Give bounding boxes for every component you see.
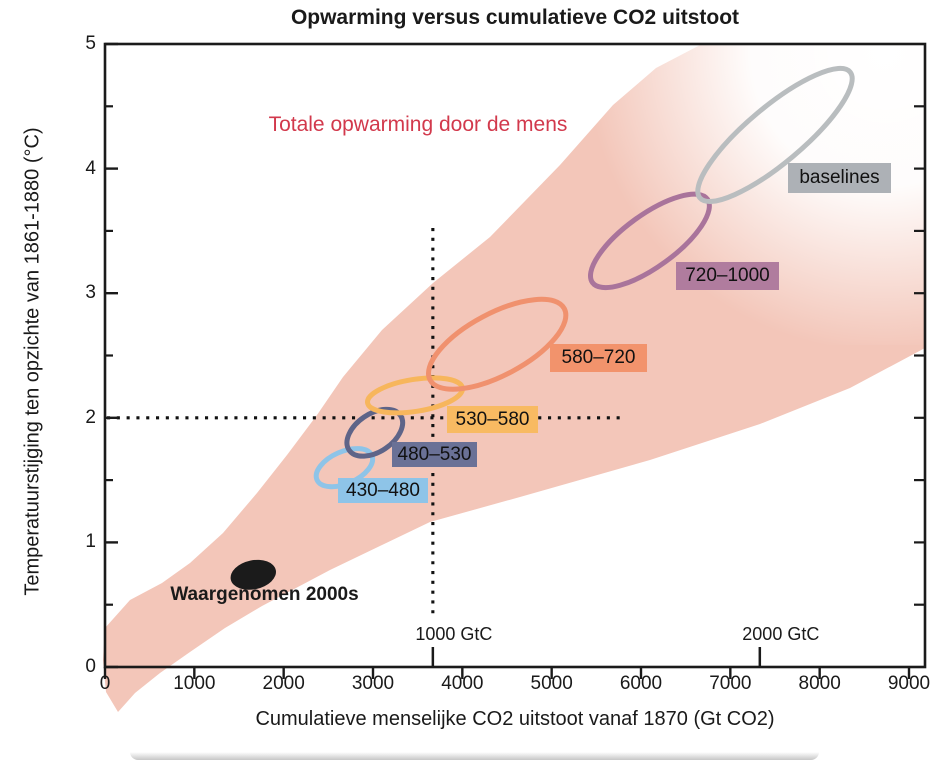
x-tick-label: 4000 [441, 673, 484, 694]
x-tick-label: 2000 [262, 673, 305, 694]
x-tick-label: 5000 [530, 673, 573, 694]
x-tick-label: 3000 [351, 673, 395, 694]
x-tick-label: 0 [99, 673, 111, 694]
band-label: Totale opwarming door de mens [268, 113, 568, 136]
y-tick-label: 4 [85, 157, 96, 179]
gtc-tick-label-7330: 2000 GtC [742, 624, 820, 644]
scenario-label-baselines: baselines [788, 163, 891, 193]
scenario-label-720-1000: 720–1000 [676, 262, 779, 290]
y-tick-label: 2 [85, 406, 96, 428]
chart-title: Opwarming versus cumulatieve CO2 uitstoo… [290, 6, 740, 29]
y-tick-label: 3 [85, 282, 96, 304]
scenario-ellipse-580-720 [426, 296, 569, 392]
gtc-tick-label-3670: 1000 GtC [415, 624, 493, 644]
page-edge-shadow [130, 752, 819, 760]
scenario-label-430-480: 430–480 [338, 478, 428, 503]
x-tick-label: 9000 [887, 673, 931, 694]
x-axis-label: Cumulatieve menselijke CO2 uitstoot vana… [255, 708, 775, 730]
scenario-ellipse-baselines [695, 65, 855, 205]
y-tick-label: 5 [85, 33, 96, 54]
y-tick-label: 0 [85, 656, 96, 677]
scenario-label-580-720: 580–720 [550, 344, 647, 372]
scenario-ellipse-480-530 [344, 406, 406, 459]
scenario-label-530-580: 530–580 [447, 406, 538, 433]
observed-label: Waargenomen 2000s [170, 584, 359, 605]
x-tick-label: 8000 [798, 673, 841, 694]
x-tick-label: 7000 [709, 673, 752, 694]
x-tick-label: 1000 [173, 673, 216, 694]
y-axis-label: Temperatuurstijging ten opzichte van 186… [21, 127, 44, 596]
scenario-label-480-530: 480–530 [392, 442, 477, 467]
band-fade-overlay [556, 45, 924, 345]
observed-ellipse [230, 559, 276, 590]
y-tick-label: 1 [85, 531, 96, 553]
x-tick-label: 6000 [619, 673, 663, 694]
